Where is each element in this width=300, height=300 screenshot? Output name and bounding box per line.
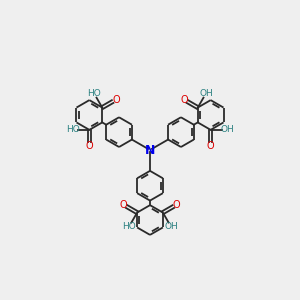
Text: O: O	[119, 200, 127, 210]
Text: O: O	[85, 141, 93, 151]
Text: HO: HO	[66, 125, 80, 134]
Text: O: O	[112, 94, 120, 105]
Text: OH: OH	[164, 222, 178, 231]
Text: O: O	[207, 141, 214, 151]
Text: HO: HO	[122, 222, 136, 231]
Text: N: N	[145, 143, 155, 157]
Text: O: O	[173, 200, 181, 210]
Text: OH: OH	[220, 125, 234, 134]
Text: O: O	[180, 94, 188, 105]
Text: HO: HO	[87, 89, 101, 98]
Text: OH: OH	[199, 89, 213, 98]
